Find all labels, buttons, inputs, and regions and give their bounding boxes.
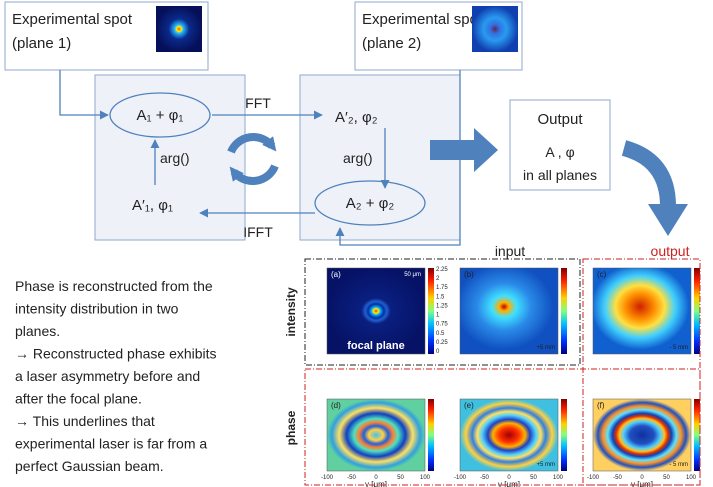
colorbar-label: 1.75 bbox=[436, 285, 448, 291]
panel-note: - 5 mm bbox=[669, 462, 688, 468]
x-tick-label: 100 bbox=[553, 475, 564, 481]
curved-arrow bbox=[624, 148, 668, 206]
row-label: intensity bbox=[284, 287, 298, 337]
x-axis-label: y [μm] bbox=[631, 480, 653, 487]
panel-note: - 5 mm bbox=[669, 345, 688, 351]
panel-tag: (e) bbox=[464, 401, 474, 410]
colorbar-label: 1 bbox=[436, 313, 440, 319]
description-line: after the focal plane. bbox=[15, 391, 142, 407]
colorbar bbox=[561, 268, 567, 354]
output-title: Output bbox=[537, 111, 583, 128]
colorbar-label: 1.5 bbox=[436, 294, 445, 300]
panel-tag: (a) bbox=[331, 270, 341, 279]
colorbar bbox=[561, 399, 567, 471]
output-text: A , φ bbox=[545, 144, 574, 160]
x-tick-label: -50 bbox=[347, 475, 356, 481]
ifft-label: IFFT bbox=[243, 224, 273, 240]
colorbar bbox=[428, 268, 434, 354]
panel-tag: (c) bbox=[597, 270, 607, 279]
panel-note: focal plane bbox=[347, 340, 404, 352]
output-text: in all planes bbox=[523, 167, 597, 183]
colorbar bbox=[428, 399, 434, 471]
colorbar-label: 2 bbox=[436, 276, 440, 282]
spot-label: Experimental spot bbox=[12, 11, 133, 28]
curved-arrow-head bbox=[648, 204, 688, 236]
colorbar-label: 0.25 bbox=[436, 340, 448, 346]
heatmap bbox=[327, 399, 425, 471]
spot-label: (plane 1) bbox=[12, 35, 71, 52]
spot-image bbox=[472, 6, 518, 52]
x-tick-label: -50 bbox=[613, 475, 622, 481]
diagram: Experimental spot (plane 1) Experimental… bbox=[0, 0, 713, 487]
panel-tag: (b) bbox=[464, 270, 474, 279]
heatmap bbox=[593, 268, 691, 354]
figure-label: input bbox=[495, 243, 525, 259]
heatmap bbox=[460, 399, 558, 471]
row-label: phase bbox=[284, 410, 298, 445]
equation: A₁ + φ₁ bbox=[137, 107, 184, 124]
x-axis-label: y [μm] bbox=[365, 480, 387, 487]
x-tick-label: 50 bbox=[663, 475, 670, 481]
description-line: planes. bbox=[15, 323, 60, 339]
figure: (a) focal plane (b) +5 mm (c) - 5 mm (d) -100 -5… bbox=[321, 267, 700, 487]
spot-label: (plane 2) bbox=[362, 35, 421, 52]
equation: A′₂, φ₂ bbox=[335, 109, 378, 126]
spot-label: Experimental spot bbox=[362, 11, 483, 28]
colorbar-label: 0.5 bbox=[436, 331, 445, 337]
figure-label: output bbox=[651, 243, 690, 259]
x-tick-label: -100 bbox=[454, 475, 467, 481]
arg-label: arg() bbox=[160, 150, 190, 166]
x-tick-label: 50 bbox=[397, 475, 404, 481]
heatmap bbox=[460, 268, 558, 354]
colorbar-label: 0 bbox=[436, 349, 440, 355]
x-tick-label: -50 bbox=[480, 475, 489, 481]
description-line: → Reconstructed phase exhibits bbox=[15, 346, 217, 362]
x-tick-label: 100 bbox=[686, 475, 697, 481]
description-line: Phase is reconstructed from the bbox=[15, 278, 213, 294]
panel-tag: (f) bbox=[597, 401, 605, 410]
x-tick-label: 50 bbox=[530, 475, 537, 481]
colorbar bbox=[694, 399, 700, 471]
panel-note: +5 mm bbox=[536, 345, 555, 351]
description-line: → This underlines that bbox=[15, 413, 155, 429]
description-line: perfect Gaussian beam. bbox=[15, 458, 164, 474]
description: Phase is reconstructed from the intensity… bbox=[15, 278, 217, 474]
colorbar-label: 1.25 bbox=[436, 303, 448, 309]
arg-label: arg() bbox=[343, 150, 373, 166]
equation: A′₁, φ₁ bbox=[132, 197, 173, 214]
x-axis-label: y [μm] bbox=[498, 480, 520, 487]
panel-tag: (d) bbox=[331, 401, 341, 410]
description-line: a laser asymmetry before and bbox=[15, 368, 200, 384]
description-line: experimental laser is far from a bbox=[15, 436, 207, 452]
spot-image bbox=[156, 6, 202, 52]
x-tick-label: -100 bbox=[321, 475, 334, 481]
scale-label: 50 μm bbox=[404, 272, 421, 278]
colorbar bbox=[694, 268, 700, 354]
panel-note: +5 mm bbox=[536, 462, 555, 468]
x-tick-label: -100 bbox=[587, 475, 600, 481]
colorbar-label: 2.25 bbox=[436, 267, 448, 273]
heatmap bbox=[593, 399, 691, 471]
equation: A₂ + φ₂ bbox=[346, 195, 395, 212]
fft-label: FFT bbox=[245, 95, 271, 111]
description-line: intensity distribution in two bbox=[15, 301, 179, 317]
colorbar-label: 0.75 bbox=[436, 322, 448, 328]
x-tick-label: 100 bbox=[420, 475, 431, 481]
